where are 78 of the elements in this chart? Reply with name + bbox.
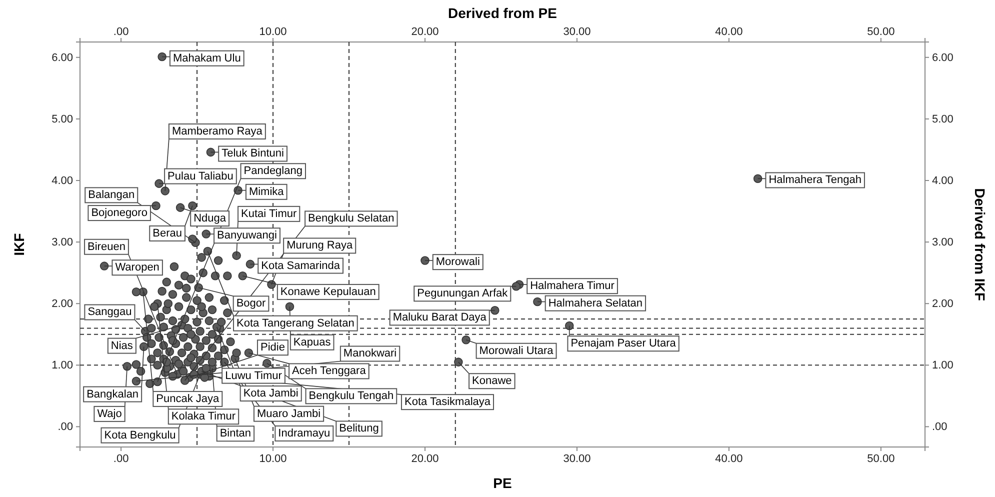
y2-tick-label: 4.00 <box>932 175 954 188</box>
annotation: Belitung <box>339 422 379 435</box>
annotation: Morowali <box>436 256 480 268</box>
annotation: Halmahera Tengah <box>768 174 862 186</box>
annotation: Wajo <box>97 408 122 420</box>
x-tick-label: 10.00 <box>259 26 287 38</box>
x2-tick-label: 40.00 <box>715 452 743 465</box>
y-tick-label: 4.00 <box>52 175 73 188</box>
y2-tick-label: 2.00 <box>932 298 954 310</box>
y-tick-label: .00 <box>58 421 73 434</box>
x2-tick-label: 20.00 <box>411 452 439 465</box>
annotation: Manokwari <box>343 348 397 360</box>
x-tick-label: 20.00 <box>411 26 439 38</box>
annotation: Kapuas <box>293 336 332 348</box>
x2-tick-label: 50.00 <box>867 452 895 465</box>
annotation: Bogor <box>236 298 266 310</box>
x-tick-label: 50.00 <box>867 26 895 38</box>
annotation: Muaro Jambi <box>256 408 321 420</box>
annotation: Nias <box>110 340 134 352</box>
x-tick-label: .00 <box>113 26 129 38</box>
annotation: Kolaka Timur <box>171 410 236 423</box>
annotation: Pulau Taliabu <box>168 170 234 182</box>
annotation: Kota Tasikmalaya <box>404 396 492 408</box>
x-tick-label: 40.00 <box>715 26 743 38</box>
annotation: Halmahera Selatan <box>548 297 643 310</box>
annotation: Kota Bengkulu <box>104 429 176 442</box>
annotation: Konawe <box>472 375 512 388</box>
annotation: Pegunungan Arfak <box>417 288 508 300</box>
annotation: Aceh Tenggara <box>292 365 367 378</box>
annotation: Berau <box>152 227 182 240</box>
annotation: Konawe Kepulauan <box>280 286 376 298</box>
x-tick-label: 30.00 <box>563 26 591 38</box>
annotation: Kota Tangerang Selatan <box>236 317 354 330</box>
annotation: Kota Jambi <box>243 387 298 400</box>
annotation: Bojonegoro <box>91 207 148 220</box>
y2-tick-label: 5.00 <box>932 113 954 126</box>
x2-tick-label: 10.00 <box>259 452 287 465</box>
annotation: Luwu Timur <box>225 370 282 382</box>
x2-axis-title: Derived from PE <box>448 5 557 21</box>
annotation: Nduga <box>194 212 227 225</box>
y-tick-label: 6.00 <box>52 52 73 64</box>
annotation: Teluk Bintuni <box>222 148 284 160</box>
annotation: Penajam Paser Utara <box>570 338 677 350</box>
x2-tick-label: .00 <box>113 452 129 465</box>
annotation: Sanggau <box>88 306 132 318</box>
annotation: Bireuen <box>88 240 126 253</box>
x-axis-title: PE <box>493 475 512 491</box>
annotation: Bengkulu Selatan <box>308 212 394 225</box>
y2-tick-label: .00 <box>932 421 948 434</box>
annotation: Bangkalan <box>86 388 139 400</box>
y2-axis-title: Derived from IKF <box>972 188 988 302</box>
annotation: Halmahera Timur <box>530 280 615 292</box>
annotation: Mimika <box>248 186 285 198</box>
annotation: Mamberamo Raya <box>172 125 264 138</box>
annotation: Murung Raya <box>286 240 354 252</box>
annotation: Maluku Barat Daya <box>392 312 488 324</box>
annotation: Balangan <box>88 189 135 202</box>
annotation: Bengkulu Tengah <box>308 390 394 402</box>
annotation: Pidie <box>260 342 285 354</box>
annotation: Morowali Utara <box>479 344 554 357</box>
x2-tick-label: 30.00 <box>563 452 591 465</box>
annotation: Kutai Timur <box>241 208 297 220</box>
y-tick-label: 1.00 <box>52 360 73 372</box>
annotation: Indramayu <box>278 427 330 440</box>
y2-tick-label: 3.00 <box>932 236 954 249</box>
annotation: Bintan <box>220 428 252 440</box>
annotation: Banyuwangi <box>217 230 277 242</box>
y-tick-label: 5.00 <box>52 113 73 126</box>
annotation: Kota Samarinda <box>261 260 341 272</box>
annotation: Mahakam Ulu <box>172 52 241 64</box>
annotation: Waropen <box>115 262 160 274</box>
y-axis-title: IKF <box>11 232 27 256</box>
y2-tick-label: 6.00 <box>932 52 954 64</box>
annotation: Puncak Jaya <box>156 392 220 405</box>
y-tick-label: 3.00 <box>52 236 73 249</box>
y2-tick-label: 1.00 <box>932 360 954 372</box>
y-tick-label: 2.00 <box>52 298 73 310</box>
annotation: Pandeglang <box>244 165 302 178</box>
